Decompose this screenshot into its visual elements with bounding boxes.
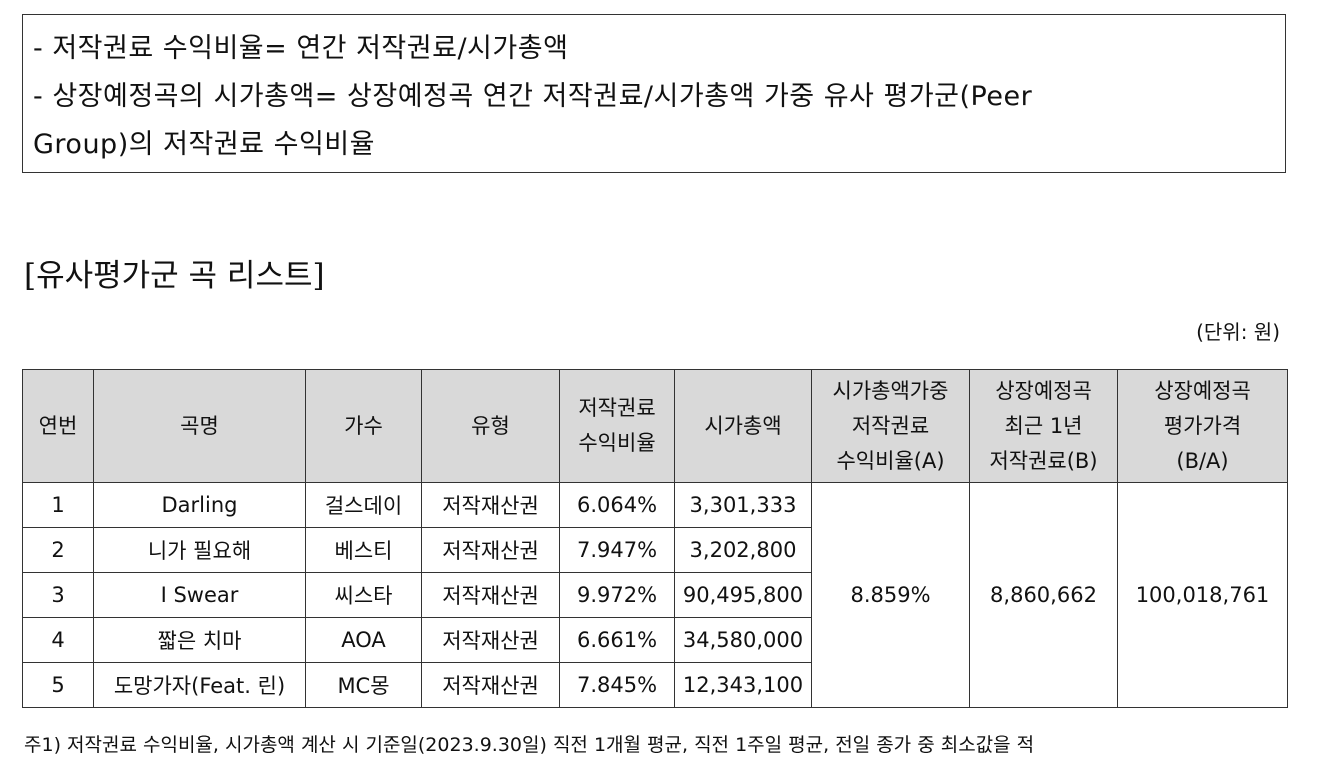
header-title: 곡명	[93, 369, 306, 483]
header-weighted-line: 시가총액가중	[832, 378, 949, 403]
header-recent-line: 최근 1년	[1004, 413, 1083, 438]
cell-title: Darling	[93, 482, 306, 528]
cell-price: 100,018,761	[1117, 482, 1288, 708]
table-row: 2 니가 필요해 베스티 저작재산권 7.947% 3,202,800	[22, 527, 1288, 573]
table-row: 3 I Swear 씨스타 저작재산권 9.972% 90,495,800	[22, 572, 1288, 618]
cell-type: 저작재산권	[421, 617, 560, 663]
header-type: 유형	[421, 369, 560, 483]
cell-title: 니가 필요해	[93, 527, 306, 573]
header-recent-line: 저작권료(B)	[989, 448, 1098, 473]
table-row: 1 Darling 걸스데이 저작재산권 6.064% 3,301,333 8.…	[22, 482, 1288, 708]
peer-group-table: 연번 곡명 가수 유형 저작권료 수익비율 시가총액 시가총액가중 저작권료 수…	[22, 369, 1288, 708]
formula-box: - 저작권료 수익비율= 연간 저작권료/시가총액 - 상장예정곡의 시가총액=…	[22, 14, 1286, 173]
cell-type: 저작재산권	[421, 527, 560, 573]
cell-ratio: 6.661%	[559, 617, 675, 663]
header-no: 연번	[22, 369, 94, 483]
header-weighted-line: 저작권료	[851, 413, 930, 438]
table-header-row: 연번 곡명 가수 유형 저작권료 수익비율 시가총액 시가총액가중 저작권료 수…	[22, 369, 1288, 483]
cell-artist: 걸스데이	[305, 482, 422, 528]
header-price-line: (B/A)	[1176, 448, 1229, 473]
header-price-line: 평가가격	[1163, 413, 1242, 438]
header-artist: 가수	[305, 369, 422, 483]
cell-market-cap: 12,343,100	[674, 662, 812, 708]
cell-title: 짧은 치마	[93, 617, 306, 663]
formula-line-2: - 상장예정곡의 시가총액= 상장예정곡 연간 저작권료/시가총액 가중 유사 …	[33, 81, 1033, 112]
formula-line-1: - 저작권료 수익비율= 연간 저작권료/시가총액	[33, 33, 569, 64]
cell-artist: AOA	[305, 617, 422, 663]
header-ratio: 저작권료 수익비율	[559, 369, 675, 483]
cell-ratio: 7.845%	[559, 662, 675, 708]
cell-weighted-ratio: 8.859%	[811, 482, 970, 708]
cell-title: I Swear	[93, 572, 306, 618]
cell-no: 4	[22, 617, 94, 663]
cell-type: 저작재산권	[421, 572, 560, 618]
section-title: [유사평가군 곡 리스트]	[24, 258, 325, 294]
cell-market-cap: 34,580,000	[674, 617, 812, 663]
header-ratio-line: 저작권료	[578, 396, 656, 420]
header-ratio-line: 수익비율	[578, 431, 656, 455]
cell-no: 5	[22, 662, 94, 708]
header-price-line: 상장예정곡	[1154, 378, 1251, 403]
header-market-cap: 시가총액	[674, 369, 812, 483]
unit-label: (단위: 원)	[1196, 320, 1280, 344]
cell-artist: 씨스타	[305, 572, 422, 618]
cell-artist: MC몽	[305, 662, 422, 708]
cell-type: 저작재산권	[421, 662, 560, 708]
header-weighted: 시가총액가중 저작권료 수익비율(A)	[811, 369, 970, 483]
footnote: 주1) 저작권료 수익비율, 시가총액 계산 시 기준일(2023.9.30일)…	[24, 734, 1035, 756]
header-recent-line: 상장예정곡	[995, 378, 1092, 403]
cell-title: 도망가자(Feat. 린)	[93, 662, 306, 708]
header-weighted-line: 수익비율(A)	[836, 448, 945, 473]
cell-artist: 베스티	[305, 527, 422, 573]
cell-recent-royalty: 8,860,662	[969, 482, 1118, 708]
cell-ratio: 6.064%	[559, 482, 675, 528]
cell-ratio: 9.972%	[559, 572, 675, 618]
table-row: 4 짧은 치마 AOA 저작재산권 6.661% 34,580,000	[22, 617, 1288, 663]
cell-market-cap: 3,301,333	[674, 482, 812, 528]
cell-no: 3	[22, 572, 94, 618]
cell-no: 1	[22, 482, 94, 528]
table-row: 5 도망가자(Feat. 린) MC몽 저작재산권 7.845% 12,343,…	[22, 662, 1288, 708]
header-recent: 상장예정곡 최근 1년 저작권료(B)	[969, 369, 1118, 483]
cell-no: 2	[22, 527, 94, 573]
cell-ratio: 7.947%	[559, 527, 675, 573]
cell-market-cap: 90,495,800	[674, 572, 812, 618]
header-price: 상장예정곡 평가가격 (B/A)	[1117, 369, 1288, 483]
formula-line-3: Group)의 저작권료 수익비율	[33, 129, 375, 160]
cell-type: 저작재산권	[421, 482, 560, 528]
cell-market-cap: 3,202,800	[674, 527, 812, 573]
